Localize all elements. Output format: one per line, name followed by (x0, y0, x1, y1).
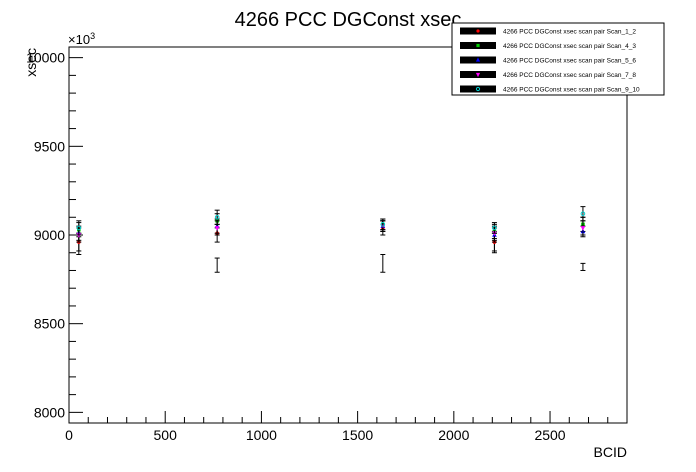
y-multiplier-exponent: 3 (90, 31, 95, 41)
x-tick-label: 1000 (246, 427, 277, 443)
y-multiplier-base: ×10 (68, 32, 90, 47)
data-point (475, 86, 481, 92)
series-3 (76, 218, 586, 243)
series-4 (76, 220, 586, 243)
y-multiplier: ×103 (68, 31, 95, 47)
chart-title: 4266 PCC DGConst xsec (235, 9, 462, 31)
data-point (214, 214, 220, 220)
x-axis: 0 500 1000 1500 2000 2500 (65, 411, 628, 443)
data-point (475, 57, 481, 62)
legend-label: 4266 PCC DGConst xsec scan pair Scan_9_1… (503, 86, 640, 93)
legend-swatch (460, 85, 496, 93)
series-1 (76, 216, 586, 254)
legend-label: 4266 PCC DGConst xsec scan pair Scan_5_6 (503, 57, 636, 64)
y-tick-label: 10000 (26, 50, 65, 66)
data-point (76, 225, 82, 231)
legend-label: 4266 PCC DGConst xsec scan pair Scan_7_8 (503, 72, 636, 79)
x-axis-label: BCID (594, 444, 627, 460)
x-tick-label: 2500 (534, 427, 565, 443)
plot-frame (68, 46, 628, 424)
x-tick-label: 0 (65, 427, 73, 443)
data-point (492, 225, 497, 231)
y-tick-label: 9500 (34, 138, 65, 154)
x-tick-label: 500 (154, 427, 178, 443)
y-tick-label: 8500 (34, 316, 65, 332)
data-point (214, 226, 220, 231)
x-tick-label: 2000 (438, 427, 469, 443)
y-axis: 8000 8500 9000 9500 10000 (26, 50, 83, 420)
y-tick-label: 9000 (34, 227, 65, 243)
data-point (380, 222, 386, 227)
data-point (476, 29, 480, 33)
legend: 4266 PCC DGConst xsec scan pair Scan_1_2… (451, 22, 665, 96)
data-point (476, 43, 480, 48)
data-points (76, 206, 586, 273)
data-point (580, 211, 586, 217)
series-6 (76, 232, 586, 273)
x-tick-label: 1500 (342, 427, 373, 443)
y-axis-label: xsec (23, 48, 39, 77)
y-tick-label: 8000 (34, 404, 65, 420)
series-2 (76, 213, 586, 240)
data-point (475, 72, 481, 78)
series-5 (76, 206, 586, 236)
legend-label: 4266 PCC DGConst xsec scan pair Scan_1_2 (503, 28, 636, 35)
data-point (580, 226, 586, 231)
legend-label: 4266 PCC DGConst xsec scan pair Scan_4_3 (503, 43, 636, 50)
